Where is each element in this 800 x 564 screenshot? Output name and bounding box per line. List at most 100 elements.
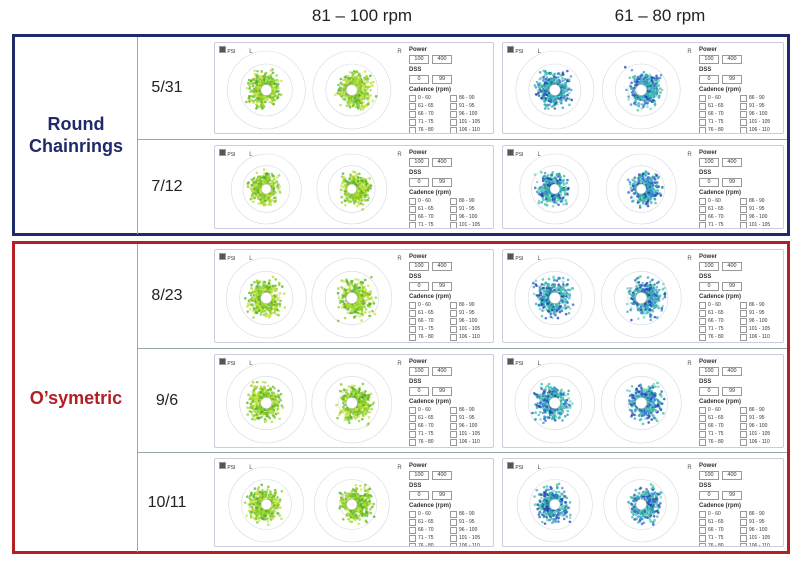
cadence-option[interactable]: 61 - 65 — [699, 102, 738, 110]
power-min-input[interactable]: 100 — [699, 55, 719, 64]
power-max-input[interactable]: 400 — [432, 158, 452, 167]
cadence-checkbox[interactable] — [409, 325, 416, 333]
power-max-input[interactable]: 400 — [722, 158, 742, 167]
cadence-checkbox[interactable] — [450, 333, 457, 341]
cadence-checkbox[interactable] — [409, 126, 416, 133]
psi-checkbox[interactable]: PSI — [507, 149, 523, 158]
cadence-option[interactable]: 71 - 75 — [699, 118, 738, 126]
cadence-option[interactable]: 86 - 90 — [450, 197, 489, 205]
cadence-option[interactable]: 86 - 90 — [740, 197, 779, 205]
cadence-option[interactable]: 66 - 70 — [409, 110, 448, 118]
cadence-option[interactable]: 86 - 90 — [450, 301, 489, 309]
cadence-checkbox[interactable] — [699, 197, 706, 205]
cadence-option[interactable]: 101 - 105 — [450, 221, 489, 228]
cadence-option[interactable]: 0 - 60 — [409, 197, 448, 205]
cadence-option[interactable]: 91 - 95 — [450, 309, 489, 317]
cadence-checkbox[interactable] — [409, 213, 416, 221]
cadence-checkbox[interactable] — [450, 325, 457, 333]
cadence-checkbox[interactable] — [740, 197, 747, 205]
cadence-checkbox[interactable] — [740, 102, 747, 110]
cadence-option[interactable]: 0 - 60 — [699, 197, 738, 205]
pedal-plot-panel[interactable]: PSI Power 100 400 DSS 0 99 Cadence (rpm)… — [214, 42, 494, 134]
cadence-checkbox[interactable] — [740, 126, 747, 133]
cadence-checkbox[interactable] — [409, 197, 416, 205]
cadence-checkbox[interactable] — [409, 341, 416, 342]
cadence-checkbox[interactable] — [450, 118, 457, 126]
cadence-option[interactable]: 96 - 100 — [450, 317, 489, 325]
cadence-checkbox[interactable] — [699, 118, 706, 126]
cadence-option[interactable]: 111 - 240 — [450, 341, 489, 342]
cadence-checkbox[interactable] — [699, 213, 706, 221]
cadence-option[interactable]: 71 - 75 — [409, 221, 448, 228]
pedal-plot-panel[interactable]: PSI Power 100 400 DSS 0 99 Cadence (rpm)… — [502, 249, 784, 343]
cadence-option[interactable]: 101 - 105 — [450, 118, 489, 126]
power-max-input[interactable]: 400 — [432, 262, 452, 271]
cadence-option[interactable]: 91 - 95 — [450, 102, 489, 110]
cadence-checkbox[interactable] — [699, 126, 706, 133]
cadence-checkbox[interactable] — [409, 301, 416, 309]
cadence-option[interactable]: 71 - 75 — [699, 221, 738, 228]
dss-min-input[interactable]: 0 — [409, 178, 429, 187]
cadence-checkbox[interactable] — [450, 301, 457, 309]
psi-checkbox[interactable]: PSI — [507, 46, 523, 55]
cadence-checkbox[interactable] — [740, 94, 747, 102]
dss-max-input[interactable]: 99 — [432, 75, 452, 84]
cadence-option[interactable]: 76 - 80 — [409, 126, 448, 133]
power-min-input[interactable]: 100 — [409, 55, 429, 64]
cadence-option[interactable]: 61 - 65 — [699, 205, 738, 213]
cadence-checkbox[interactable] — [740, 118, 747, 126]
cadence-option[interactable]: 66 - 70 — [409, 213, 448, 221]
cadence-option[interactable]: 66 - 70 — [699, 213, 738, 221]
power-min-input[interactable]: 100 — [699, 158, 719, 167]
cadence-option[interactable]: 101 - 105 — [450, 325, 489, 333]
dss-max-input[interactable]: 99 — [432, 178, 452, 187]
cadence-option[interactable]: 86 - 90 — [740, 94, 779, 102]
cadence-option[interactable]: 86 - 90 — [450, 94, 489, 102]
pedal-plot-panel[interactable]: PSI Power 100 400 DSS 0 99 Cadence (rpm)… — [214, 249, 494, 343]
cadence-checkbox[interactable] — [450, 197, 457, 205]
cadence-checkbox[interactable] — [740, 213, 747, 221]
cadence-checkbox[interactable] — [450, 309, 457, 317]
cadence-option[interactable]: 101 - 105 — [740, 221, 779, 228]
cadence-checkbox[interactable] — [450, 213, 457, 221]
cadence-checkbox[interactable] — [450, 221, 457, 228]
cadence-option[interactable]: 106 - 110 — [450, 333, 489, 341]
cadence-option[interactable]: 76 - 80 — [409, 333, 448, 341]
dss-max-input[interactable]: 99 — [722, 75, 742, 84]
cadence-checkbox[interactable] — [699, 110, 706, 118]
pedal-plot-panel[interactable]: PSI Power 100 400 DSS 0 99 Cadence (rpm)… — [214, 145, 494, 229]
psi-checkbox[interactable]: PSI — [219, 149, 235, 158]
cadence-option[interactable]: 96 - 100 — [740, 213, 779, 221]
cadence-option[interactable]: 66 - 70 — [699, 110, 738, 118]
pedal-plot-panel[interactable]: PSI Power 100 400 DSS 0 99 Cadence (rpm)… — [502, 145, 784, 229]
cadence-checkbox[interactable] — [699, 102, 706, 110]
cadence-option[interactable]: 71 - 75 — [409, 325, 448, 333]
cadence-checkbox[interactable] — [409, 221, 416, 228]
cadence-option[interactable]: 81 - 85 — [409, 341, 448, 342]
cadence-checkbox[interactable] — [409, 102, 416, 110]
cadence-checkbox[interactable] — [409, 118, 416, 126]
cadence-option[interactable]: 0 - 60 — [409, 94, 448, 102]
cadence-checkbox[interactable] — [450, 205, 457, 213]
dss-min-input[interactable]: 0 — [409, 75, 429, 84]
cadence-checkbox[interactable] — [409, 110, 416, 118]
cadence-checkbox[interactable] — [409, 309, 416, 317]
cadence-option[interactable]: 101 - 105 — [740, 118, 779, 126]
cadence-checkbox[interactable] — [409, 317, 416, 325]
cadence-checkbox[interactable] — [409, 333, 416, 341]
cadence-option[interactable]: 61 - 65 — [409, 205, 448, 213]
dss-min-input[interactable]: 0 — [409, 282, 429, 291]
cadence-option[interactable]: 0 - 60 — [699, 94, 738, 102]
cadence-option[interactable]: 96 - 100 — [450, 213, 489, 221]
cadence-checkbox[interactable] — [450, 126, 457, 133]
cadence-checkbox[interactable] — [450, 110, 457, 118]
cadence-option[interactable]: 66 - 70 — [409, 317, 448, 325]
cadence-checkbox[interactable] — [450, 102, 457, 110]
pedal-plot-panel[interactable]: PSI Power 100 400 DSS 0 99 Cadence (rpm)… — [502, 42, 784, 134]
cadence-option[interactable]: 61 - 65 — [409, 309, 448, 317]
cadence-checkbox[interactable] — [450, 341, 457, 342]
dss-min-input[interactable]: 0 — [699, 178, 719, 187]
cadence-checkbox[interactable] — [450, 94, 457, 102]
cadence-option[interactable]: 96 - 100 — [740, 110, 779, 118]
power-max-input[interactable]: 400 — [722, 55, 742, 64]
